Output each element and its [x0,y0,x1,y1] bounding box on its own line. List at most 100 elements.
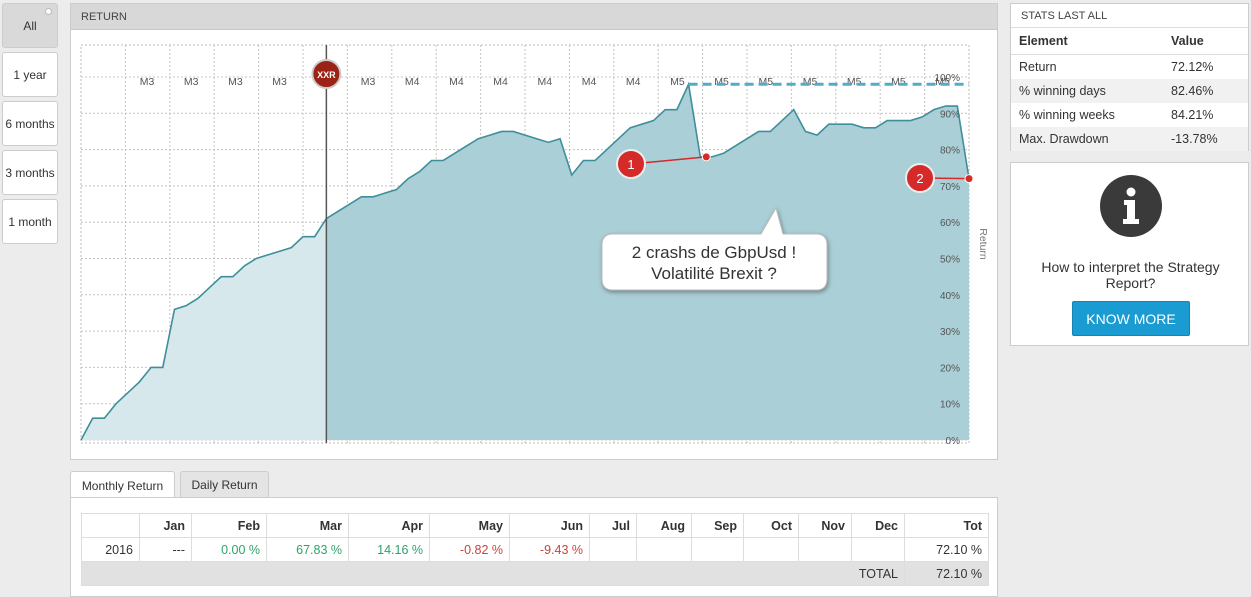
y-tick-label: 20% [940,363,960,374]
table-header: Nov [798,513,852,538]
stats-row: Return 72.12% [1011,55,1248,79]
stats-row: % winning days 82.46% [1011,79,1248,103]
table-header: Oct [743,513,799,538]
total-value: 72.10 % [904,561,989,586]
x-tick-label: M4 [493,76,508,88]
table-header: Tot [904,513,989,538]
table-header: Dec [851,513,905,538]
total-cell: 72.10 % [904,537,989,562]
table-header: Mar [266,513,349,538]
month-cell [743,537,799,562]
table-row: 2016 --- 0.00 % 67.83 % 14.16 % -0.82 % … [81,537,989,562]
chart-title: RETURN [81,10,127,23]
month-cell: -0.82 % [429,537,510,562]
period-3-months-button[interactable]: 3 months [2,150,58,195]
period-1-year-button[interactable]: 1 year [2,52,58,97]
stats-row: Max. Drawdown -13.78% [1011,127,1248,151]
stats-header-value: Value [1171,34,1204,48]
stats-title: STATS LAST ALL [1011,4,1248,28]
annotation-badge [616,149,646,179]
return-line [80,81,970,441]
stats-header-row: Element Value [1011,28,1248,55]
callout-bubble: 2 crashs de GbpUsd ! Volatilité Brexit ? [601,206,828,291]
callout-shape [601,206,828,291]
y-tick-label: 60% [940,218,960,229]
x-tick-label: M5 [803,76,818,88]
xxr-marker[interactable] [311,59,342,89]
return-chart-panel: M3M3M3M3M3M3M4M4M4M4M4M4M5M5M5M5M5M5M5 1… [70,3,998,460]
x-tick-label: M3 [184,76,199,88]
x-tick-label: M4 [449,76,464,88]
tab-label: Monthly Return [81,478,164,493]
stats-value: 82.46% [1171,84,1214,98]
table-header: Aug [636,513,692,538]
x-tick-label: M3 [361,76,376,88]
y-tick-label: 0% [946,436,961,447]
y-tick-label: 70% [940,182,960,193]
tab-monthly-return[interactable]: Monthly Return [70,471,175,499]
month-cell [636,537,692,562]
period-label: 6 months [5,116,55,131]
info-panel: How to interpret the Strategy Report? KN… [1010,162,1249,346]
month-cell [589,537,637,562]
stats-panel: STATS LAST ALL Element Value Return 72.1… [1010,3,1249,151]
table-header [81,513,140,538]
stats-row: % winning weeks 84.21% [1011,103,1248,127]
x-tick-label: M5 [891,76,906,88]
table-header: Jun [509,513,590,538]
x-tick-label: M5 [759,76,774,88]
y-tick-label: 10% [940,400,960,411]
info-text: How to interpret the Strategy Report? [1041,259,1220,291]
period-label: All [23,18,37,33]
y-tick-label: 80% [940,146,960,157]
monthly-return-panel: Jan Feb Mar Apr May Jun Jul Aug Sep Oct … [70,497,998,597]
annotation-number: 1 [627,157,634,172]
annotation-1: 1 [616,149,711,179]
x-tick-label: M4 [538,76,553,88]
stats-element: Max. Drawdown [1019,132,1109,146]
month-cell [691,537,744,562]
x-tick-label: M4 [582,76,597,88]
tab-label: Daily Return [191,478,258,492]
y-tick-label: 100% [934,73,960,84]
x-tick-label: M5 [714,76,729,88]
annotation-2: 2 [905,163,974,193]
callout-line-1: 2 crashs de GbpUsd ! [632,243,796,262]
stats-value: 84.21% [1171,108,1214,122]
table-total-row: TOTAL 72.10 % [81,561,989,586]
table-header: Sep [691,513,744,538]
y-tick-label: 90% [940,109,960,120]
table-header: Jul [589,513,637,538]
stats-element: % winning days [1019,84,1106,98]
monthly-return-table: Jan Feb Mar Apr May Jun Jul Aug Sep Oct … [81,513,989,586]
table-header: Apr [348,513,430,538]
xxr-marker-label: XXR [317,70,336,80]
table-header: Jan [139,513,192,538]
y-axis-labels: 100% 90% 80% 70% 60% 50% 40% 30% 20% 10% 0% Return [934,73,989,447]
tab-daily-return[interactable]: Daily Return [180,471,269,498]
x-tick-label: M5 [670,76,685,88]
month-cell: 14.16 % [348,537,430,562]
table-header: May [429,513,510,538]
period-1-month-button[interactable]: 1 month [2,199,58,244]
period-6-months-button[interactable]: 6 months [2,101,58,146]
period-label: 1 month [8,214,52,229]
period-label: 1 year [13,67,47,82]
month-cell: 67.83 % [266,537,349,562]
y-tick-label: 40% [940,291,960,302]
x-tick-label: M4 [405,76,420,88]
know-more-button[interactable]: KNOW MORE [1072,301,1190,336]
stats-value: -13.78% [1171,132,1218,146]
period-all-button[interactable]: All [2,3,58,48]
total-label: TOTAL [81,561,905,586]
table-header: Feb [191,513,267,538]
y-tick-label: 50% [940,255,960,266]
stats-value: 72.12% [1171,60,1214,74]
callout-line-2: Volatilité Brexit ? [651,264,777,283]
annotation-number: 2 [916,171,923,186]
x-tick-label: M3 [272,76,287,88]
month-cell: -9.43 % [509,537,590,562]
stats-element: % winning weeks [1019,108,1115,122]
y-axis-title: Return [977,228,989,260]
year-cell: 2016 [81,537,140,562]
